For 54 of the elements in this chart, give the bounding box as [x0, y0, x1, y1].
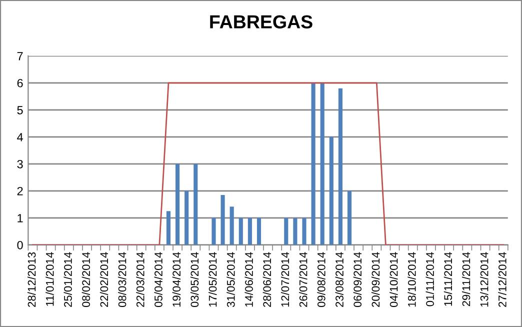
y-tick-label: 5: [17, 106, 23, 114]
bar: [311, 82, 316, 245]
bar: [256, 218, 262, 245]
x-tick-label: 23/08/2014: [335, 252, 344, 307]
y-tick-label: 0: [17, 240, 23, 250]
bar: [212, 218, 216, 245]
x-tick-label: 12/07/2014: [280, 252, 290, 307]
bar: [176, 164, 180, 245]
bar: [238, 218, 243, 245]
bar: [284, 218, 288, 245]
x-tick-label: 04/10/2014: [390, 252, 398, 308]
x-tick-label: 29/11/2014: [462, 252, 470, 306]
x-tick-label: 31/05/2014: [226, 252, 235, 308]
x-tick-label: 28/06/2014: [262, 252, 272, 307]
x-tick-label: 03/05/2014: [190, 252, 199, 308]
x-tick-label: 25/01/2014: [64, 252, 72, 307]
bar: [248, 218, 252, 245]
y-tick-label: 7: [17, 52, 23, 60]
x-tick-label: 09/08/2014: [317, 252, 326, 308]
x-tick-label: 19/04/2014: [172, 252, 181, 307]
y-tick-label: 2: [17, 186, 23, 196]
bar: [329, 136, 334, 245]
x-tick-label: 27/12/2014: [498, 252, 506, 307]
bar: [166, 211, 171, 245]
x-tick-label: 06/09/2014: [353, 252, 362, 308]
x-tick-label: 28/12/2013: [28, 252, 36, 307]
x-tick-label: 17/05/2014: [208, 252, 217, 307]
y-tick-label: 4: [17, 133, 23, 142]
chart-title: FABREGAS: [210, 15, 312, 28]
bar: [302, 218, 306, 245]
x-tick-label: 14/06/2014: [244, 252, 253, 307]
x-tick-label: 08/02/2014: [82, 252, 90, 308]
x-tick-label: 08/03/2014: [118, 252, 126, 308]
bar: [184, 190, 189, 245]
x-tick-label: 18/10/2014: [408, 252, 416, 307]
bar: [194, 164, 198, 245]
bar: [230, 206, 234, 245]
x-tick-label: 11/01/2014: [46, 252, 54, 306]
x-tick-label: 05/04/2014: [154, 252, 162, 308]
bar: [293, 218, 298, 245]
x-tick-label: 15/11/2014: [444, 252, 452, 306]
y-tick-label: 6: [17, 78, 23, 88]
y-tick-label: 1: [18, 214, 23, 222]
bar: [338, 88, 342, 245]
bar: [220, 194, 225, 245]
x-tick-label: 26/07/2014: [299, 252, 308, 307]
bar: [320, 82, 324, 245]
x-tick-label: 01/11/2014: [426, 252, 434, 306]
x-tick-label: 22/03/2014: [136, 252, 144, 307]
bar: [347, 190, 352, 245]
y-tick-label: 3: [17, 160, 23, 168]
x-tick-label: 20/09/2014: [371, 252, 380, 307]
x-tick-label: 13/12/2014: [480, 252, 488, 307]
x-tick-label: 22/02/2014: [100, 252, 108, 307]
